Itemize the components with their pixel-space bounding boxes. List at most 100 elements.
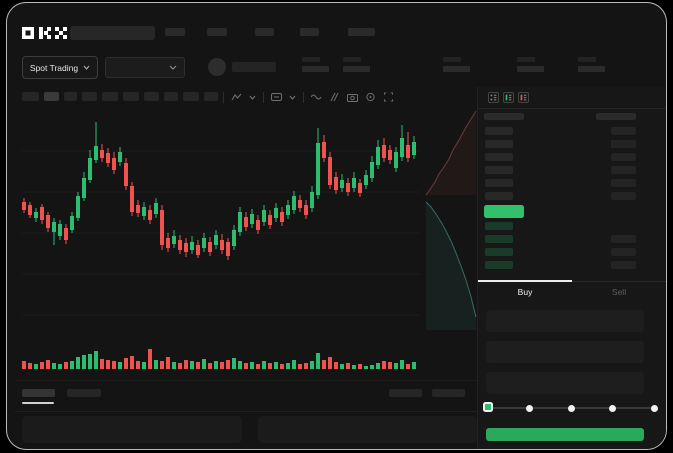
timeframe-chip[interactable] (204, 92, 218, 101)
compare-icon[interactable] (329, 92, 340, 102)
ask-price-skeleton (485, 140, 513, 148)
ticker-stat-value-skeleton (343, 66, 370, 72)
bid-price-skeleton (485, 248, 513, 256)
ob-header-skeleton (484, 113, 524, 120)
volume-bar (190, 361, 194, 369)
candle-body (238, 212, 242, 232)
volume-bar (124, 358, 128, 369)
orderbook-ask-row[interactable] (478, 165, 666, 176)
orderbook-bids-view-icon[interactable] (503, 92, 514, 103)
orders-action-skeleton[interactable] (432, 389, 465, 397)
chart-type-icon[interactable] (231, 92, 242, 102)
candle-body (388, 150, 392, 160)
volume-bar (196, 362, 200, 369)
volume-bar (268, 363, 272, 369)
order-form-field[interactable] (486, 341, 644, 363)
timeframe-chip[interactable] (102, 92, 118, 101)
line-wave-icon[interactable] (311, 92, 322, 102)
candle-body (412, 142, 416, 155)
candle-body (280, 212, 284, 222)
slider-stop-dot[interactable] (609, 404, 616, 412)
nav-item-skeleton[interactable] (165, 28, 185, 36)
volume-bar (262, 361, 266, 369)
place-order-button[interactable] (486, 428, 644, 441)
chart-toolbar-icons (223, 91, 394, 103)
volume-chart[interactable] (22, 343, 420, 369)
candle-body (286, 205, 290, 215)
volume-bar (310, 361, 314, 369)
orderbook-asks-view-icon[interactable] (518, 92, 529, 103)
depth-chart[interactable] (424, 110, 477, 330)
ticker-stat-label-skeleton (443, 57, 461, 62)
timeframe-chip[interactable] (64, 92, 77, 101)
orderbook-ask-row[interactable] (478, 126, 666, 137)
nav-item-skeleton[interactable] (348, 28, 375, 36)
candle-body (220, 240, 224, 250)
ticker-stat-value-skeleton (443, 66, 470, 72)
candle-body (46, 215, 50, 228)
orderbook-bid-row[interactable] (478, 234, 666, 245)
timeframe-chip-row (22, 92, 218, 101)
volume-bar (226, 360, 230, 369)
candlestick-chart[interactable] (22, 110, 420, 335)
orderbook-bid-row[interactable] (478, 221, 666, 232)
camera-icon[interactable] (347, 92, 358, 102)
asks-depth-line (425, 110, 477, 196)
orders-tab-skeleton[interactable] (22, 389, 55, 397)
orderbook-ask-row[interactable] (478, 178, 666, 189)
market-mode-selector[interactable]: Spot Trading (22, 56, 98, 79)
volume-bar (64, 362, 68, 369)
slider-handle[interactable] (483, 402, 493, 412)
indicators-icon[interactable] (271, 92, 282, 102)
volume-bar (238, 361, 242, 369)
orders-tab-skeleton[interactable] (67, 389, 101, 397)
tab-buy[interactable]: Buy (517, 287, 533, 297)
orderbook-bid-row[interactable] (478, 247, 666, 258)
timeframe-chip[interactable] (82, 92, 97, 101)
orderbook-bid-row[interactable] (478, 260, 666, 271)
last-price-button[interactable] (484, 205, 524, 218)
timeframe-chip[interactable] (183, 92, 199, 101)
chevron-down-icon[interactable] (249, 95, 256, 100)
toolbar-separator (303, 91, 304, 103)
slider-stop-dot[interactable] (567, 404, 575, 412)
section-divider (15, 380, 477, 381)
order-form-field[interactable] (486, 310, 644, 332)
slider-stop-dot[interactable] (650, 404, 658, 412)
timeframe-chip[interactable] (22, 92, 39, 101)
active-tab-underline (22, 402, 54, 404)
candle-body (172, 236, 176, 244)
fullscreen-icon[interactable] (383, 92, 394, 102)
timeframe-chip[interactable] (44, 92, 59, 101)
candle-body (226, 242, 230, 256)
settings-icon[interactable] (365, 92, 376, 102)
timeframe-chip[interactable] (164, 92, 178, 101)
nav-item-skeleton[interactable] (207, 28, 227, 36)
slider-stop-dot[interactable] (526, 404, 533, 412)
candle-body (334, 177, 338, 190)
pair-selector-dropdown[interactable] (105, 57, 185, 78)
candle-body (76, 196, 80, 218)
nav-item-skeleton[interactable] (300, 28, 319, 36)
volume-bar (244, 363, 248, 369)
candle-body (124, 163, 128, 186)
volume-bar (76, 357, 80, 369)
tab-sell[interactable]: Sell (611, 287, 627, 297)
okx-logo[interactable] (22, 27, 68, 39)
orderbook-ask-row[interactable] (478, 139, 666, 150)
candle-body (304, 205, 308, 215)
ask-size-skeleton (611, 140, 636, 148)
chevron-down-icon[interactable] (289, 95, 296, 100)
bid-price-skeleton (485, 235, 513, 243)
order-form-field[interactable] (486, 372, 644, 394)
timeframe-chip[interactable] (144, 92, 159, 101)
orderbook-both-view-icon[interactable] (488, 92, 499, 103)
timeframe-chip[interactable] (123, 92, 139, 101)
candle-body (94, 146, 98, 160)
orderbook-ask-row[interactable] (478, 152, 666, 163)
orders-action-skeleton[interactable] (389, 389, 422, 397)
volume-bar (394, 363, 398, 369)
buy-tab-indicator (478, 280, 572, 282)
orderbook-ask-row[interactable] (478, 191, 666, 202)
nav-item-skeleton[interactable] (255, 28, 274, 36)
